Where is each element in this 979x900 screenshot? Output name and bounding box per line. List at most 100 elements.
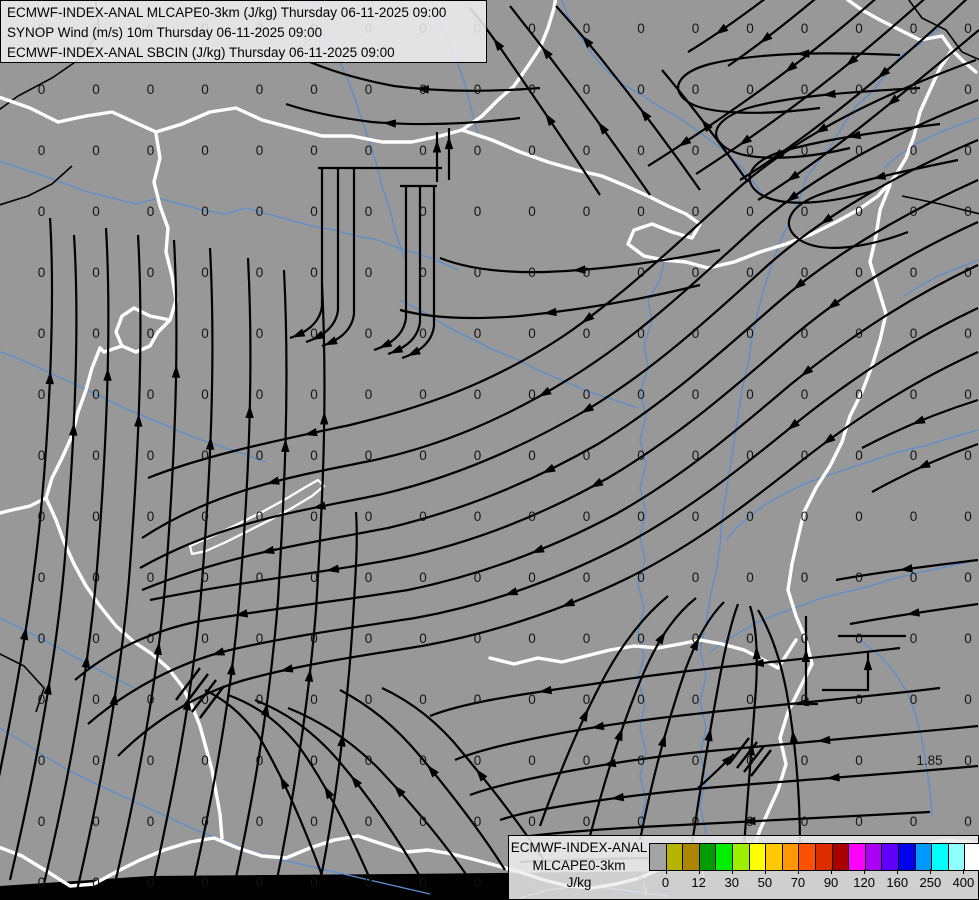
legend-tickmark	[698, 869, 700, 874]
sbcin-zero-label: 0	[746, 21, 754, 36]
wind-streamline	[742, 605, 758, 847]
sbcin-zero-label: 0	[964, 387, 972, 402]
wind-arrowhead	[704, 727, 713, 742]
sbcin-zero-label: 0	[256, 448, 264, 463]
country-border-white	[44, 346, 224, 840]
wind-arrowhead	[678, 136, 692, 147]
wind-streamline	[110, 239, 178, 897]
wind-arrowhead	[493, 38, 505, 52]
legend-ticklabel: 250	[919, 875, 942, 890]
wind-streamline	[287, 706, 471, 881]
sbcin-zero-label: 0	[201, 509, 209, 524]
sbcin-zero-label: 0	[38, 204, 46, 219]
sbcin-zero-label: 0	[583, 82, 591, 97]
sbcin-zero-label: 0	[910, 21, 918, 36]
legend-swatch-0	[650, 844, 666, 870]
sbcin-zero-label: 0	[801, 21, 809, 36]
wind-arrowhead	[752, 646, 762, 660]
sbcin-zero-label: 0	[583, 631, 591, 646]
legend-titles: ECMWF-INDEX-ANAL MLCAPE0-3km J/kg	[509, 839, 649, 892]
wind-arrowhead	[245, 404, 254, 419]
wind-arrowhead	[81, 654, 90, 669]
sbcin-zero-label: 0	[38, 875, 46, 890]
sbcin-zero-label: 0	[201, 631, 209, 646]
wind-arrowhead	[324, 785, 335, 800]
wind-arrowhead	[815, 123, 829, 134]
wind-arrowhead	[610, 792, 625, 802]
wind-arrowhead	[542, 463, 556, 474]
sbcin-zero-label: 0	[528, 570, 536, 585]
wind-arrowhead	[266, 476, 280, 485]
wind-arrowhead	[211, 647, 226, 656]
sbcin-zero-label: 0	[692, 509, 700, 524]
wind-arrowhead	[877, 66, 891, 79]
sbcin-zero-label: 0	[201, 753, 209, 768]
sbcin-zero-label: 0	[310, 326, 318, 341]
color-legend-box: ECMWF-INDEX-ANAL MLCAPE0-3km J/kg 0 12 30 5…	[508, 835, 979, 900]
wind-arrowhead	[561, 598, 576, 607]
legend-swatch-17	[931, 844, 948, 870]
sbcin-zero-label: 0	[964, 631, 972, 646]
sbcin-zero-label: 0	[256, 631, 264, 646]
river-line	[399, 299, 639, 409]
sbcin-zero-label: 0	[310, 631, 318, 646]
sbcin-zero-label: 0	[474, 631, 482, 646]
country-border-black	[0, 653, 45, 713]
sbcin-zero-label: 0	[474, 875, 482, 890]
wind-arrowhead	[817, 735, 831, 745]
sbcin-zero-label: 0	[474, 387, 482, 402]
legend-ticklabel: 400	[952, 875, 975, 890]
sbcin-zero-label: 0	[256, 814, 264, 829]
sbcin-zero-label: 0	[365, 326, 373, 341]
wind-streamline	[0, 217, 54, 777]
sbcin-zero-label: 0	[583, 570, 591, 585]
legend-swatch-10	[814, 844, 832, 870]
wind-arrowhead	[789, 729, 799, 744]
country-border-black	[0, 165, 73, 206]
sbcin-zero-label: 0	[310, 875, 318, 890]
country-border-white	[0, 0, 558, 144]
legend-tickmark	[731, 869, 733, 874]
sbcin-zero-label: 0	[92, 509, 100, 524]
wind-arrowhead	[291, 328, 306, 338]
sbcin-zero-label: 0	[637, 387, 645, 402]
sbcin-zero-label: 0	[528, 814, 536, 829]
sbcin-zero-label: 0	[147, 448, 155, 463]
legend-ticklabel: 12	[691, 875, 706, 890]
sbcin-zero-label: 0	[746, 326, 754, 341]
sbcin-zero-label: 0	[855, 509, 863, 524]
sbcin-zero-label: 0	[310, 692, 318, 707]
wind-arrowhead	[602, 758, 617, 768]
legend-swatch-2	[682, 844, 699, 870]
country-border-white	[758, 183, 892, 832]
legend-ticklabel: 120	[853, 875, 875, 890]
sbcin-zero-label: 0	[310, 814, 318, 829]
wind-arrowhead	[701, 119, 713, 133]
wind-arrowhead	[796, 49, 810, 58]
river-line	[0, 617, 135, 689]
wind-streamline	[748, 122, 941, 204]
sbcin-zero-label: 0	[310, 509, 318, 524]
sbcin-zero-label: 0	[256, 82, 264, 97]
sbcin-zero-label: 0	[38, 82, 46, 97]
sbcin-zero-label: 0	[38, 143, 46, 158]
sbcin-zero-label: 0	[964, 204, 972, 219]
wind-arrowhead	[432, 139, 442, 153]
sbcin-zero-label: 0	[92, 326, 100, 341]
wind-streamline	[141, 98, 979, 539]
sbcin-zero-label: 0	[910, 509, 918, 524]
sbcin-zero-label: 0	[201, 875, 209, 890]
wind-arrowhead	[581, 35, 594, 49]
wind-arrowhead	[899, 564, 913, 573]
sbcin-zero-label: 0	[910, 631, 918, 646]
wind-streamline	[227, 693, 380, 899]
sbcin-zero-label: 0	[583, 692, 591, 707]
wind-arrowhead	[45, 371, 54, 385]
wind-arrowhead	[261, 545, 275, 555]
sbcin-zero-label: 0	[583, 509, 591, 524]
sbcin-zero-label: 0	[419, 875, 427, 890]
sbcin-zero-label: 0	[583, 143, 591, 158]
lake-balaton-outline	[188, 478, 326, 556]
wind-streamline	[230, 269, 288, 897]
sbcin-zero-label: 0	[419, 631, 427, 646]
